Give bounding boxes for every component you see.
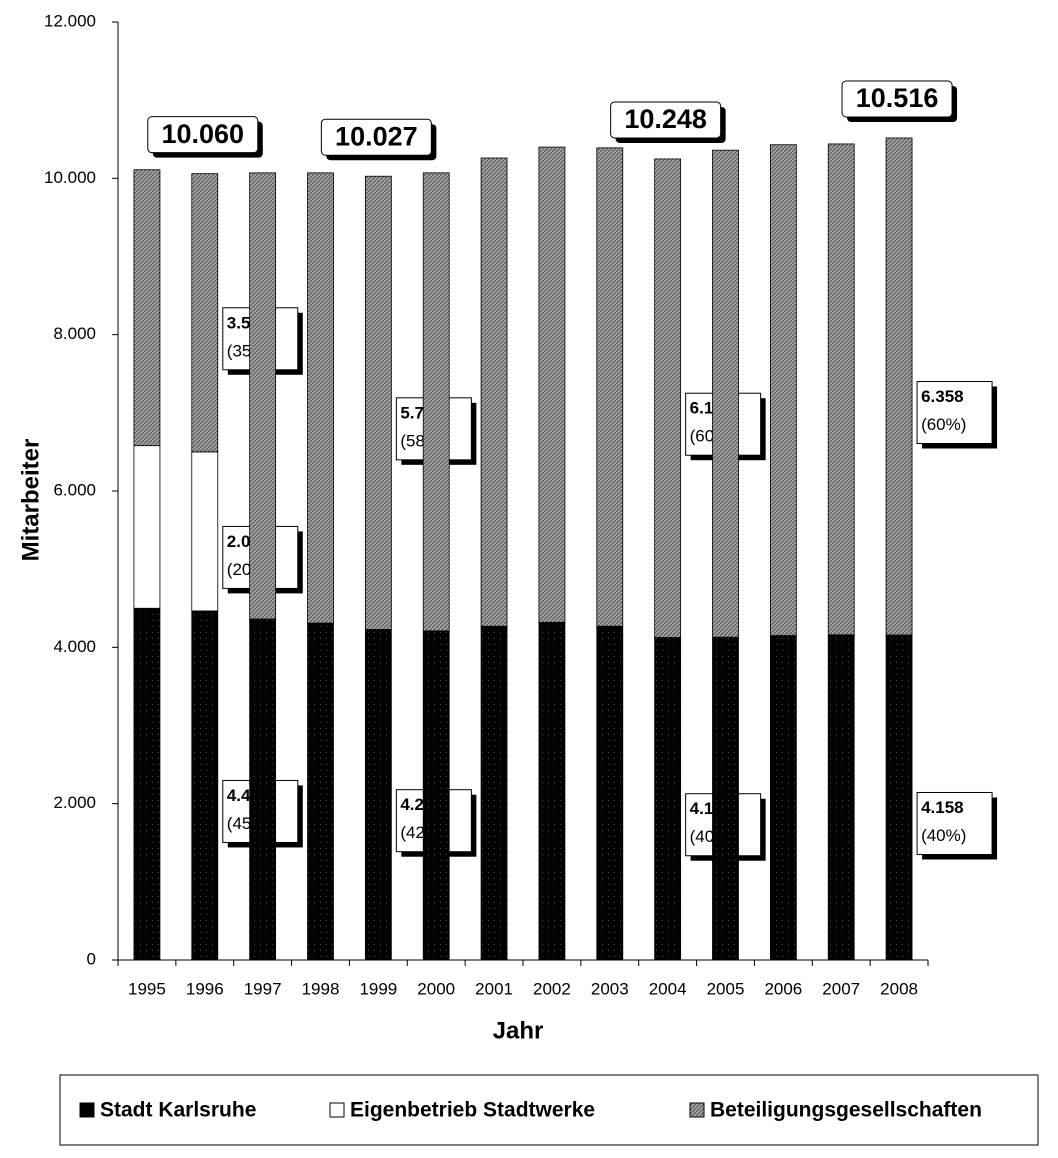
y-axis-label: Mitarbeiter [17,439,44,562]
x-tick-label: 1995 [128,979,166,998]
x-tick-label: 2008 [880,979,918,998]
bar-segment [538,621,566,961]
y-tick-label: 6.000 [53,480,96,499]
x-tick-label: 1996 [186,979,224,998]
bar-segment [596,147,624,627]
bar-segment [769,144,797,637]
legend-box [59,1074,1039,1146]
bar-segment [885,137,913,636]
x-tick-label: 2007 [822,979,860,998]
total-label: 10.027 [335,121,418,151]
y-tick-label: 8.000 [53,324,96,343]
bar-segment [654,637,682,961]
bar-segment [133,607,161,961]
data-label-box [916,380,993,444]
bar-segment [654,158,682,638]
x-tick-label: 2005 [707,979,745,998]
legend-label: Beteiligungsgesellschaften [710,1099,982,1122]
y-tick-label: 2.000 [53,793,96,812]
bar-segment [364,175,392,630]
bar-segment [827,143,855,636]
bar-segment [422,630,450,961]
x-tick-label: 1999 [359,979,397,998]
bar-segment [712,636,739,961]
total-label: 10.516 [856,83,939,113]
bar-segment [133,169,161,447]
bar-segment [596,625,624,961]
total-label-box [841,80,953,118]
y-tick-label: 10.000 [44,168,96,187]
y-tick-label: 12.000 [44,11,96,30]
total-label-box [147,116,259,154]
legend-label: Stadt Karlsruhe [100,1099,256,1122]
bar-segment [364,629,392,961]
y-tick-label: 4.000 [53,637,96,656]
total-label: 10.248 [624,104,707,134]
bar-segment [191,173,219,453]
bar-segment [480,625,508,961]
data-label: 6.358 [921,387,964,406]
data-label: 4.158 [921,798,964,817]
x-tick-label: 1997 [244,979,282,998]
bar-segment [712,149,739,638]
bar-segment [249,172,277,620]
bar-segment [480,157,508,627]
bar-segment [191,610,219,961]
total-label-box [610,101,722,139]
data-label-box [916,791,993,855]
x-tick-label: 2006 [764,979,802,998]
x-tick-label: 2000 [417,979,455,998]
x-tick-label: 1998 [302,979,340,998]
bar-segment [191,451,219,612]
bar-segment [249,618,277,961]
bar-segment [827,634,855,961]
data-label: (60%) [921,415,966,434]
x-tick-label: 2004 [649,979,687,998]
total-label: 10.060 [161,119,244,149]
legend-label: Eigenbetrieb Stadtwerke [350,1099,595,1122]
data-label: (40%) [921,826,966,845]
x-tick-label: 2001 [475,979,513,998]
bar-segment [422,172,450,632]
legend-swatch [79,1102,95,1118]
bar-segment [885,634,913,961]
bar-segment [307,172,334,624]
bar-segment [307,622,334,961]
x-tick-label: 2002 [533,979,571,998]
y-tick-label: 0 [87,949,96,968]
legend-swatch [689,1102,705,1118]
x-tick-label: 2003 [591,979,629,998]
total-label-box [320,118,432,156]
x-axis-label: Jahr [493,1017,544,1044]
bar-segment [133,445,161,609]
legend-swatch [329,1102,345,1118]
bar-segment [538,146,566,623]
bar-segment [769,635,797,961]
